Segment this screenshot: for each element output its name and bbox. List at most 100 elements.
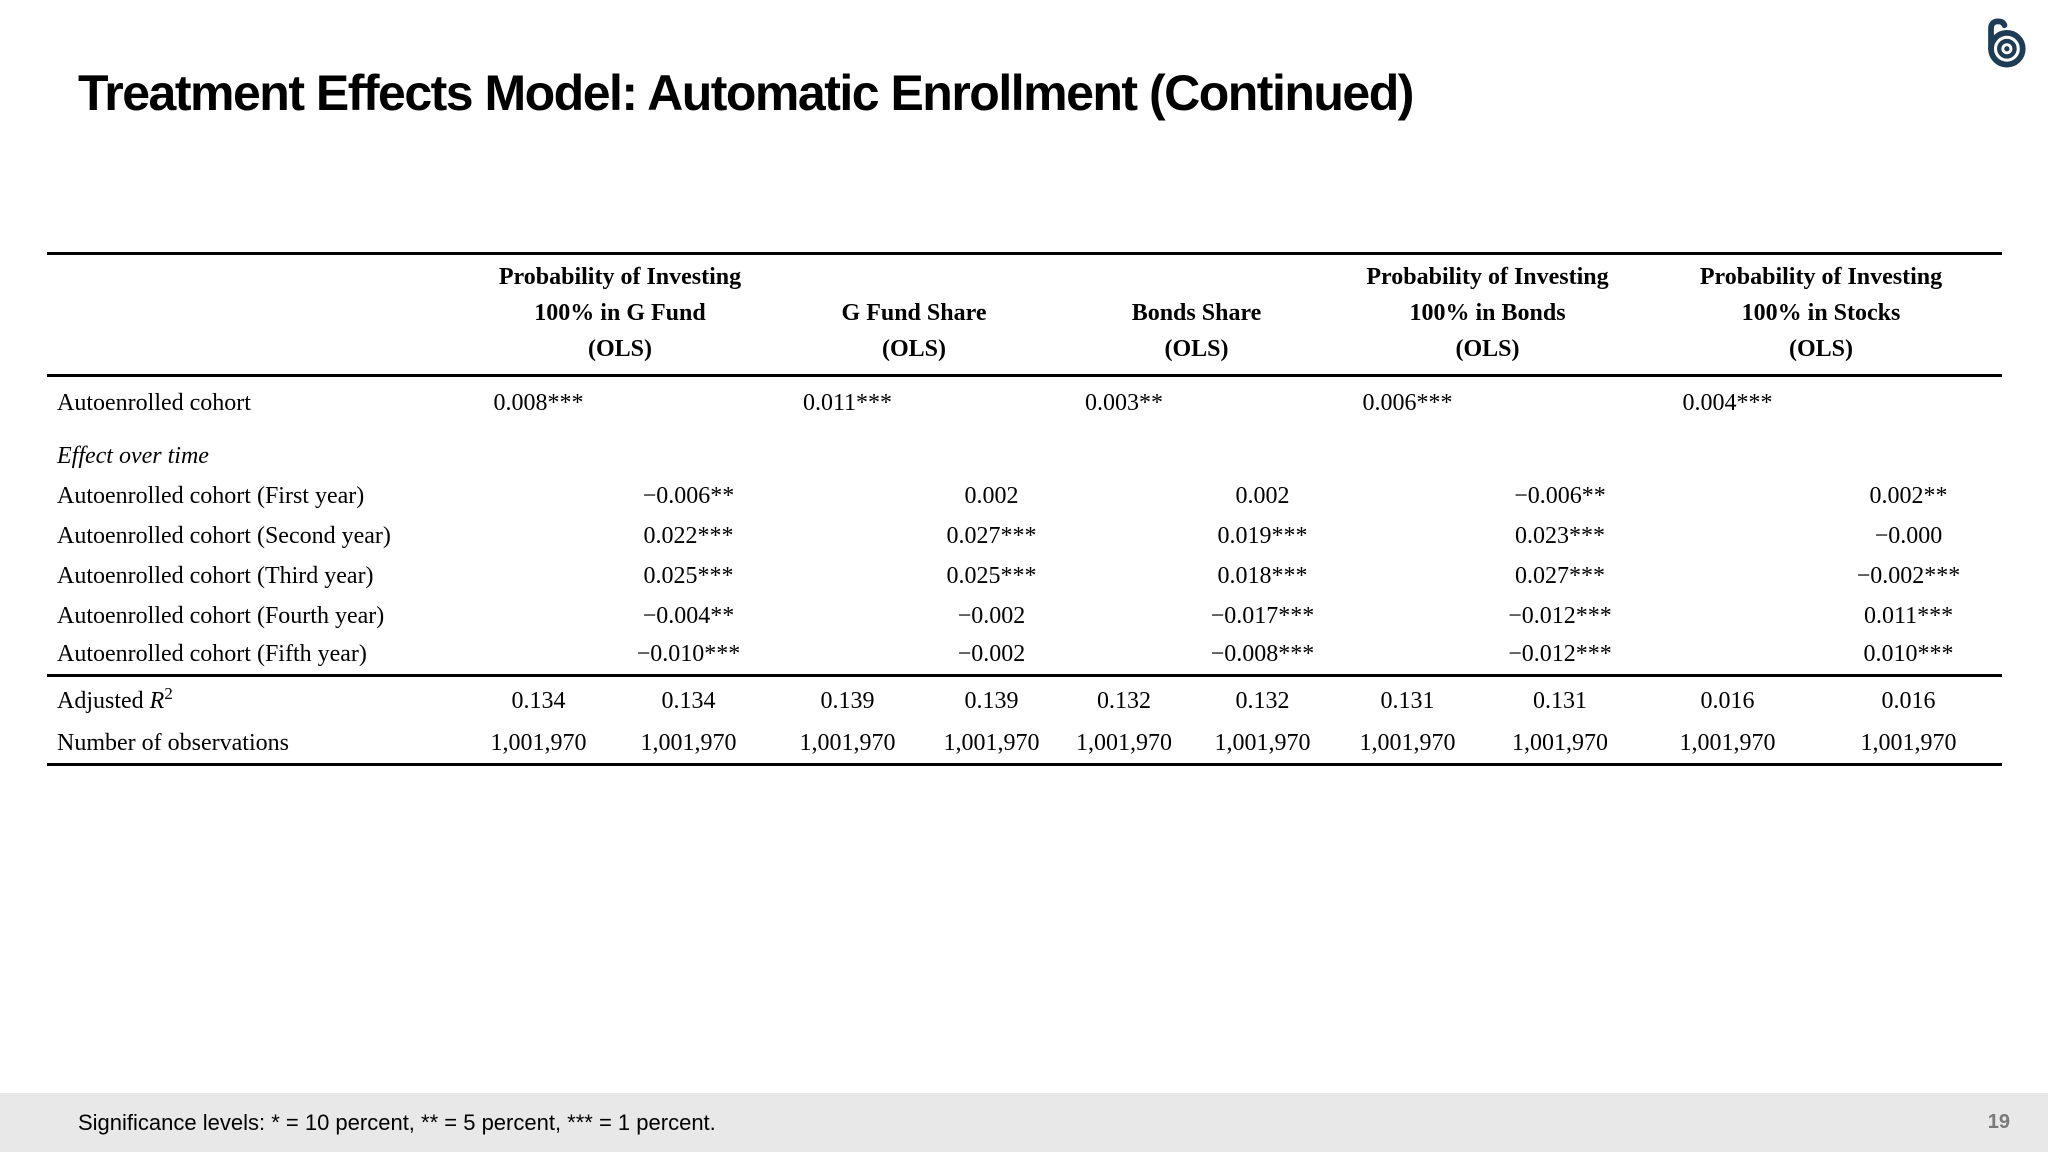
header-row: Probability of Investing 100% in G Fund (O… — [47, 252, 2003, 377]
table-cell — [1480, 376, 1640, 423]
table-row: Autoenrolled cohort (Second year) 0.022**… — [47, 516, 2002, 556]
table-cell — [770, 423, 925, 476]
table-cell — [1058, 423, 1190, 476]
table-cell: −0.004** — [642, 602, 735, 629]
table-cell: 0.016 — [1700, 687, 1755, 714]
table-cell: 0.008*** — [493, 389, 584, 416]
table-cell — [1480, 423, 1640, 476]
significance-note: Significance levels: * = 10 percent, ** … — [78, 1109, 716, 1135]
table-cell: −0.017*** — [1210, 602, 1315, 629]
table-cell — [770, 556, 925, 596]
table-cell — [607, 376, 770, 423]
table-cell: −0.010*** — [607, 635, 770, 677]
table-row: Number of observations 1,001,970 1,001,970… — [47, 720, 2003, 766]
table-cell: 0.025*** — [946, 562, 1037, 589]
table-cell: 0.006*** — [1362, 389, 1453, 416]
row-label-part: 2 — [164, 683, 173, 703]
results-table: Probability of Investing 100% in G Fund (O… — [47, 252, 2003, 766]
table-cell — [1640, 635, 1816, 677]
table-cell — [1335, 423, 1480, 476]
table-cell — [1335, 516, 1480, 556]
logo-icon — [1980, 16, 2028, 70]
row-label: Autoenrolled cohort (Fifth year) — [47, 635, 470, 677]
column-header: Probability of Investing 100% in Stocks (O… — [1640, 252, 2003, 377]
table-cell — [1640, 516, 1815, 556]
table-cell: −0.002 — [925, 635, 1058, 677]
column-header-line: (OLS) — [1455, 336, 1520, 362]
table-cell — [1058, 635, 1190, 677]
table-cell: 0.139 — [820, 687, 875, 714]
row-label: Number of observations — [47, 720, 470, 766]
table-cell: 0.003** — [1085, 389, 1163, 416]
table-cell: 0.027*** — [1515, 562, 1606, 589]
table-cell — [1190, 376, 1335, 423]
column-header-line: Probability of Investing — [1699, 264, 1943, 290]
table-cell — [1335, 476, 1480, 516]
table-cell: 1,001,970 — [1480, 720, 1641, 766]
column-header-line: Bonds Share — [1131, 300, 1262, 326]
footer-bar: Significance levels: * = 10 percent, ** … — [0, 1093, 2048, 1152]
table-cell: 0.011*** — [1863, 602, 1954, 629]
row-label-part: R — [149, 687, 165, 714]
table-cell: −0.012*** — [1508, 602, 1612, 629]
table-cell — [1190, 423, 1335, 476]
table-cell: 0.010*** — [1815, 635, 2003, 677]
table-cell: 0.132 — [1235, 687, 1290, 714]
table-cell: 0.027*** — [946, 522, 1037, 549]
table-cell — [770, 596, 925, 636]
table-cell — [1335, 596, 1480, 636]
table-cell: −0.002*** — [1856, 562, 1961, 589]
table-cell — [1640, 596, 1815, 636]
table-cell — [1640, 476, 1815, 516]
table-cell — [1335, 556, 1480, 596]
table-cell — [1058, 596, 1190, 636]
table-cell: 1,001,970 — [925, 720, 1058, 766]
page-title: Treatment Effects Model: Automatic Enrol… — [78, 65, 1414, 121]
table-cell — [1815, 423, 2002, 476]
table-row: Autoenrolled cohort (Third year) 0.025***… — [47, 556, 2002, 596]
table-cell: 1,001,970 — [607, 720, 770, 766]
table-cell: 1,001,970 — [1190, 720, 1336, 766]
table-cell — [1058, 476, 1190, 516]
column-header: Bonds Share (OLS) — [1058, 252, 1336, 377]
column-header: G Fund Share (OLS) — [770, 252, 1058, 377]
table-cell — [470, 476, 607, 516]
table-cell: 1,001,970 — [470, 720, 607, 766]
table-cell — [470, 423, 607, 476]
table-cell: 0.004*** — [1682, 389, 1773, 416]
column-header-line: 100% in Bonds — [1409, 300, 1566, 326]
table-cell: −0.008*** — [1190, 635, 1336, 677]
table-cell — [470, 516, 607, 556]
table-cell: 0.002 — [1235, 482, 1290, 509]
table-cell: 0.019*** — [1217, 522, 1308, 549]
table-cell: 0.011*** — [802, 389, 893, 416]
table-cell — [1640, 556, 1815, 596]
table-cell: 0.131 — [1380, 687, 1435, 714]
table-cell — [607, 423, 770, 476]
row-label: Autoenrolled cohort (Fourth year) — [57, 602, 385, 629]
table-row: Autoenrolled cohort (First year) −0.006**… — [47, 476, 2002, 516]
column-header-line: Probability of Investing — [498, 264, 742, 290]
table-cell — [1640, 423, 1815, 476]
table-cell: 1,001,970 — [1640, 720, 1816, 766]
corner-cell — [47, 252, 470, 377]
table-cell: 0.002** — [1869, 482, 1948, 509]
table-cell — [770, 516, 925, 556]
table-cell: 0.016 — [1881, 687, 1936, 714]
table-cell: 0.022*** — [643, 522, 734, 549]
column-header-line: G Fund Share — [841, 300, 987, 326]
table-row: Autoenrolled cohort (Fifth year) −0.010**… — [47, 635, 2003, 677]
table-row: Autoenrolled cohort 0.008*** 0.011*** 0.003… — [47, 376, 2002, 423]
table-cell — [770, 635, 925, 677]
table-cell: 0.132 — [1097, 687, 1151, 714]
table-cell — [1335, 635, 1481, 677]
table-cell: 0.134 — [661, 687, 716, 714]
table-cell: 1,001,970 — [1058, 720, 1190, 766]
table-cell — [925, 376, 1058, 423]
page-number: 19 — [1987, 1111, 2010, 1133]
table-cell — [770, 476, 925, 516]
table-cell — [470, 556, 607, 596]
table-row: Effect over time — [47, 423, 2002, 476]
table-cell: 0.023*** — [1515, 522, 1606, 549]
